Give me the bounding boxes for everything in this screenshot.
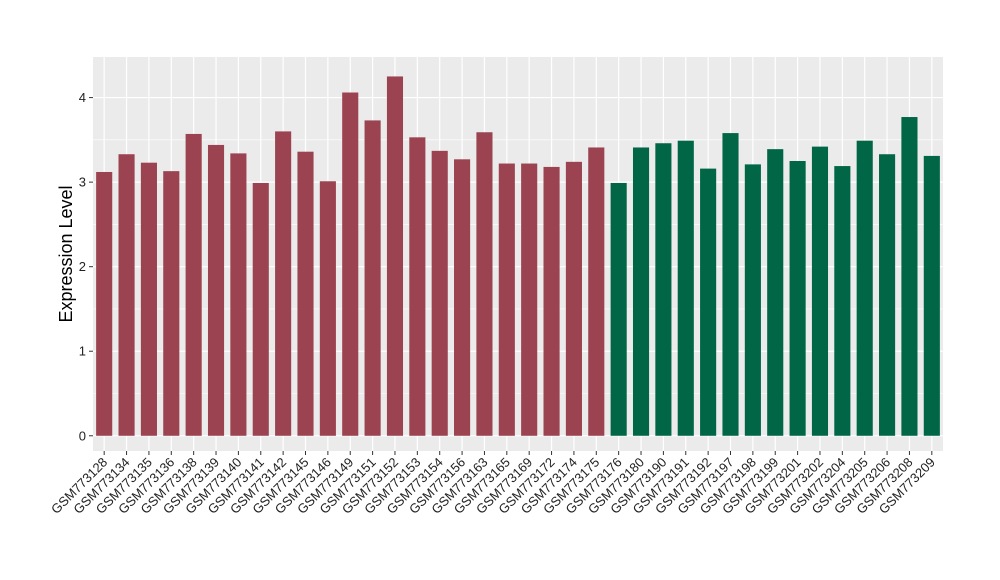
y-tick-label: 2	[79, 259, 86, 274]
bar-GSM773205	[856, 140, 873, 436]
axes: 01234GSM773128GSM773134GSM773135GSM77313…	[48, 90, 938, 517]
bar-GSM773136	[163, 171, 180, 436]
bar-GSM773151	[364, 120, 381, 436]
bar-GSM773163	[476, 132, 493, 436]
bar-GSM773145	[297, 151, 314, 436]
bar-GSM773176	[610, 182, 627, 436]
y-tick-label: 3	[79, 175, 86, 190]
bar-GSM773175	[588, 147, 605, 436]
bar-GSM773206	[879, 154, 896, 436]
bar-GSM773138	[185, 133, 202, 436]
bar-GSM773204	[834, 166, 851, 436]
bar-GSM773201	[789, 160, 806, 436]
bar-GSM773192	[700, 168, 717, 436]
bar-GSM773208	[901, 117, 918, 436]
bar-GSM773142	[275, 131, 292, 436]
bars	[96, 76, 940, 436]
bar-GSM773190	[655, 143, 672, 436]
y-tick-label: 1	[79, 344, 86, 359]
bar-GSM773153	[409, 137, 426, 436]
bar-GSM773135	[140, 162, 157, 436]
bar-GSM773209	[923, 155, 940, 436]
bar-GSM773172	[543, 166, 560, 436]
bar-GSM773128	[96, 171, 113, 436]
bar-GSM773199	[767, 149, 784, 436]
y-tick-label: 4	[79, 90, 86, 105]
bar-GSM773174	[565, 161, 582, 436]
bar-GSM773180	[632, 147, 650, 436]
bar-GSM773202	[811, 146, 829, 436]
bar-GSM773156	[454, 159, 471, 436]
bar-GSM773154	[431, 150, 448, 436]
bar-GSM773141	[252, 182, 269, 436]
y-tick-label: 0	[79, 428, 86, 443]
bar-GSM773139	[207, 144, 225, 436]
bar-GSM773152	[386, 76, 404, 436]
bar-GSM773198	[744, 164, 761, 436]
bar-GSM773146	[319, 181, 336, 436]
bar-GSM773140	[230, 153, 247, 436]
bar-GSM773149	[342, 92, 359, 436]
bar-GSM773197	[722, 133, 739, 436]
bar-GSM773191	[677, 140, 694, 436]
bar-GSM773134	[118, 154, 135, 436]
y-axis-title: Expression Level	[56, 185, 76, 322]
bar-GSM773169	[521, 163, 538, 436]
bar-GSM773165	[498, 163, 515, 436]
